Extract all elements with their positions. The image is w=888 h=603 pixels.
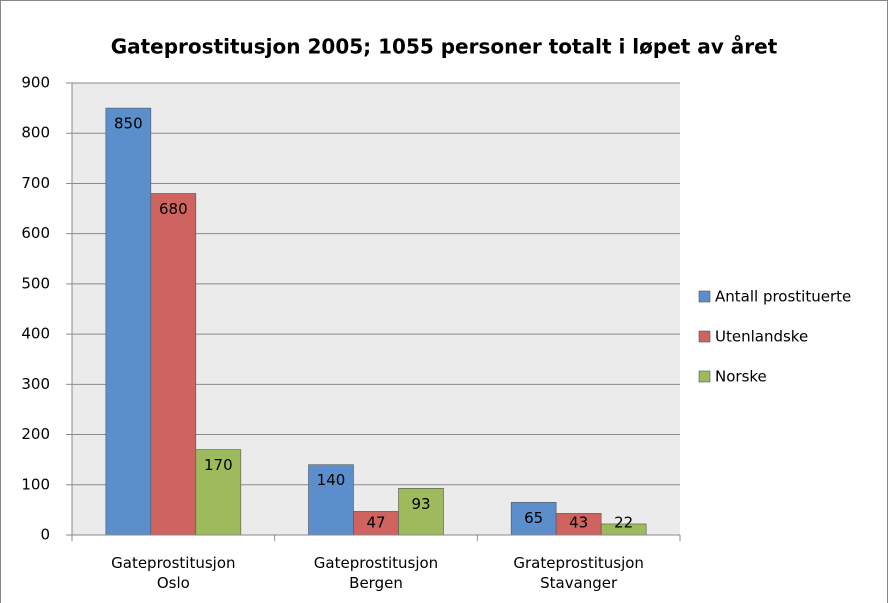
legend-label: Norske <box>715 368 767 386</box>
legend-swatch <box>698 290 711 303</box>
legend-swatch <box>698 370 711 383</box>
data-label: 65 <box>524 509 543 527</box>
data-label: 47 <box>366 514 385 532</box>
bar <box>105 107 152 536</box>
x-tick-label: Grateprostitusjon Stavanger <box>513 554 644 592</box>
data-label: 850 <box>114 115 143 133</box>
y-tick-label: 300 <box>21 375 50 393</box>
data-label: 22 <box>614 514 633 532</box>
y-tick-label: 200 <box>21 425 50 443</box>
data-label: 170 <box>204 456 233 474</box>
y-tick-label: 0 <box>40 526 50 544</box>
data-label: 140 <box>317 471 346 489</box>
chart-title: Gateprostitusjon 2005; 1055 personer tot… <box>111 35 778 59</box>
y-tick-label: 600 <box>21 224 50 242</box>
legend-swatch <box>698 330 711 343</box>
bar <box>510 502 557 536</box>
data-label: 43 <box>569 514 588 532</box>
bar <box>398 487 444 536</box>
legend-label: Antall prostituerte <box>715 288 851 306</box>
data-label: 680 <box>159 200 188 218</box>
bar <box>150 193 197 536</box>
y-tick-label: 700 <box>21 174 50 192</box>
y-tick-label: 800 <box>21 124 50 142</box>
y-tick-label: 500 <box>21 274 50 292</box>
data-label: 93 <box>411 495 430 513</box>
y-tick-label: 900 <box>21 74 50 92</box>
bar <box>308 464 354 536</box>
x-tick-label: Gateprostitusjon Bergen <box>314 554 438 592</box>
legend-label: Utenlandske <box>715 328 808 346</box>
x-tick-label: Gateprostitusjon Oslo <box>111 554 235 592</box>
y-tick-label: 100 <box>21 475 50 493</box>
y-tick-label: 400 <box>21 325 50 343</box>
